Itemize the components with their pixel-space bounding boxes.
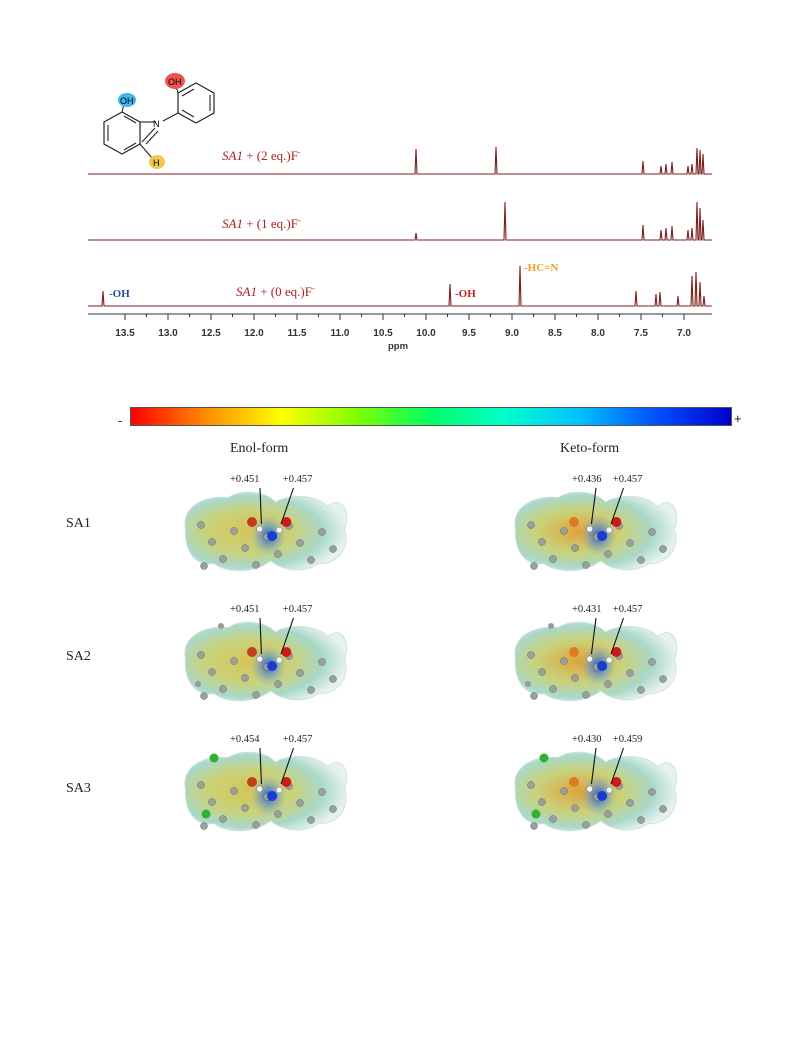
x-axis-tick-label: 11.0 <box>331 328 350 339</box>
charge-label-2: +0.457 <box>613 604 643 615</box>
scale-minus-label: - <box>118 413 123 428</box>
charge-label-1: +0.454 <box>230 734 260 745</box>
oh-highlight-blue <box>118 93 136 107</box>
trace-label-0eq: SA1 + (0 eq.)F- <box>236 284 315 299</box>
row-label-sa3: SA3 <box>66 781 91 796</box>
peak-note-oh-middle: -OH <box>455 288 476 300</box>
charge-label-2: +0.459 <box>613 734 643 745</box>
mep-sa3-keto: +0.430 +0.459 <box>514 734 678 832</box>
x-axis-tick-label: 10.0 <box>416 328 436 339</box>
h-label: H <box>153 158 160 168</box>
row-label-sa1: SA1 <box>66 516 91 531</box>
nmr-spectrum-figure: OH N H OH SA1 + (2 eq.)F- SA1 + (1 eq.)F… <box>88 73 712 352</box>
n-label: N <box>153 119 160 129</box>
x-axis-ticks: 13.5 13.0 12.5 12.0 11.5 11.0 10.5 10.0 9.5 9.0 8.… <box>115 314 691 339</box>
x-axis-tick-label: 8.5 <box>548 328 562 339</box>
charge-label-2: +0.457 <box>283 474 313 485</box>
x-axis-tick-label: 9.5 <box>462 328 476 339</box>
charge-label-2: +0.457 <box>613 474 643 485</box>
x-axis-tick-label: 7.0 <box>677 328 691 339</box>
charge-label-1: +0.451 <box>230 474 260 485</box>
charge-label-1: +0.430 <box>572 734 602 745</box>
chemical-structure: OH N H OH <box>103 73 215 169</box>
charge-label-2: +0.457 <box>283 604 313 615</box>
peak-note-imine: -HC=N <box>524 262 558 274</box>
mep-sa3-enol: +0.454 +0.457 <box>184 734 348 832</box>
charge-label-1: +0.436 <box>572 474 602 485</box>
nmr-trace-2eq <box>88 146 712 175</box>
x-axis-tick-label: 9.0 <box>505 328 519 339</box>
charge-label-1: +0.451 <box>230 604 260 615</box>
x-axis-tick-label: 13.0 <box>158 328 178 339</box>
column-header-enol: Enol-form <box>230 441 289 456</box>
nmr-trace-0eq <box>88 265 712 307</box>
mep-sa2-enol: +0.451 +0.457 <box>184 604 348 702</box>
oh-label-1: OH <box>120 96 134 106</box>
oh-highlight-red <box>165 73 185 89</box>
trace-label-1eq: SA1 + (1 eq.)F- <box>222 216 301 231</box>
mep-sa2-keto: +0.431 +0.457 <box>514 604 678 702</box>
charge-label-2: +0.457 <box>283 734 313 745</box>
row-label-sa2: SA2 <box>66 649 91 664</box>
potential-color-scale <box>130 407 732 426</box>
charge-label-1: +0.431 <box>572 604 602 615</box>
x-axis-tick-label: 10.5 <box>373 328 393 339</box>
column-header-keto: Keto-form <box>560 441 620 456</box>
trace-label-2eq: SA1 + (2 eq.)F- <box>222 148 301 163</box>
mep-sa1-keto: +0.436 +0.457 <box>514 474 678 572</box>
scale-plus-label: + <box>734 411 742 426</box>
x-axis-tick-label: 7.5 <box>634 328 648 339</box>
h-highlight-yellow <box>149 155 165 169</box>
peak-note-oh-left: -OH <box>109 288 130 300</box>
x-axis-tick-label: 11.5 <box>288 328 307 339</box>
nmr-trace-1eq <box>88 201 712 241</box>
mep-sa1-enol: +0.451 +0.457 <box>184 474 348 572</box>
x-axis-tick-label: 12.0 <box>244 328 264 339</box>
x-axis-tick-label: 8.0 <box>591 328 605 339</box>
x-axis-title: ppm <box>388 341 408 352</box>
oh-label-2: OH <box>168 77 182 87</box>
x-axis-tick-label: 13.5 <box>115 328 135 339</box>
x-axis-tick-label: 12.5 <box>201 328 221 339</box>
